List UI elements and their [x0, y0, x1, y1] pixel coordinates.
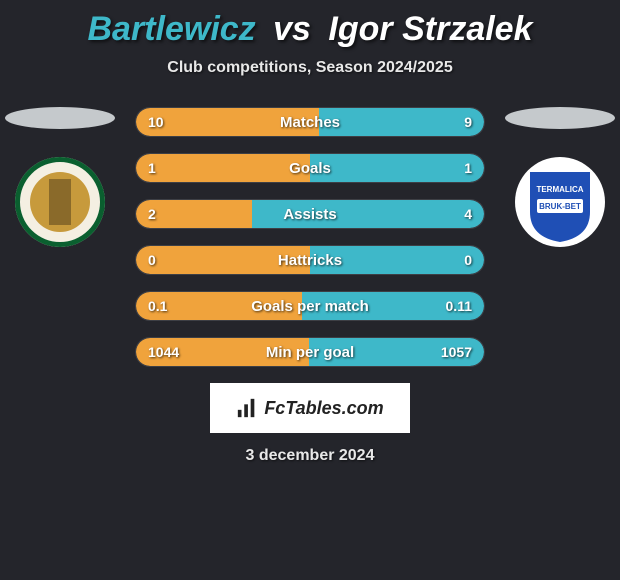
brand-label: FcTables.com: [264, 398, 383, 419]
player1-name: Bartlewicz: [88, 10, 256, 48]
stat-row: 24Assists: [135, 199, 485, 229]
crest-left-svg: [15, 157, 105, 247]
club-crest-right: TERMALICA BRUK-BET: [515, 157, 605, 247]
player-silhouette-left: [5, 107, 115, 129]
stat-row: 10441057Min per goal: [135, 337, 485, 367]
subtitle: Club competitions, Season 2024/2025: [0, 59, 620, 77]
stat-row: 11Goals: [135, 153, 485, 183]
right-player-column: TERMALICA BRUK-BET: [500, 107, 620, 247]
content-area: TERMALICA BRUK-BET 109Matches 11Goals 24As…: [0, 107, 620, 367]
stat-row: 0.10.11Goals per match: [135, 291, 485, 321]
stat-label: Matches: [136, 108, 484, 136]
player-silhouette-right: [505, 107, 615, 129]
stat-label: Goals: [136, 154, 484, 182]
chart-icon: [236, 397, 258, 419]
stats-table: 109Matches 11Goals 24Assists 00Hattricks 0.1…: [135, 107, 485, 367]
left-player-column: [0, 107, 120, 247]
crest-right-svg: TERMALICA BRUK-BET: [515, 157, 605, 247]
vs-separator: vs: [273, 10, 311, 48]
stat-row: 00Hattricks: [135, 245, 485, 275]
stat-label: Min per goal: [136, 338, 484, 366]
stat-row: 109Matches: [135, 107, 485, 137]
stat-label: Goals per match: [136, 292, 484, 320]
player2-name: Igor Strzalek: [328, 10, 532, 48]
club-crest-left: [15, 157, 105, 247]
stat-label: Assists: [136, 200, 484, 228]
svg-text:TERMALICA: TERMALICA: [536, 185, 583, 194]
date-label: 3 december 2024: [0, 447, 620, 465]
comparison-title: Bartlewicz vs Igor Strzalek: [0, 0, 620, 49]
brand-logo[interactable]: FcTables.com: [210, 383, 410, 433]
stat-label: Hattricks: [136, 246, 484, 274]
svg-text:BRUK-BET: BRUK-BET: [539, 202, 581, 211]
